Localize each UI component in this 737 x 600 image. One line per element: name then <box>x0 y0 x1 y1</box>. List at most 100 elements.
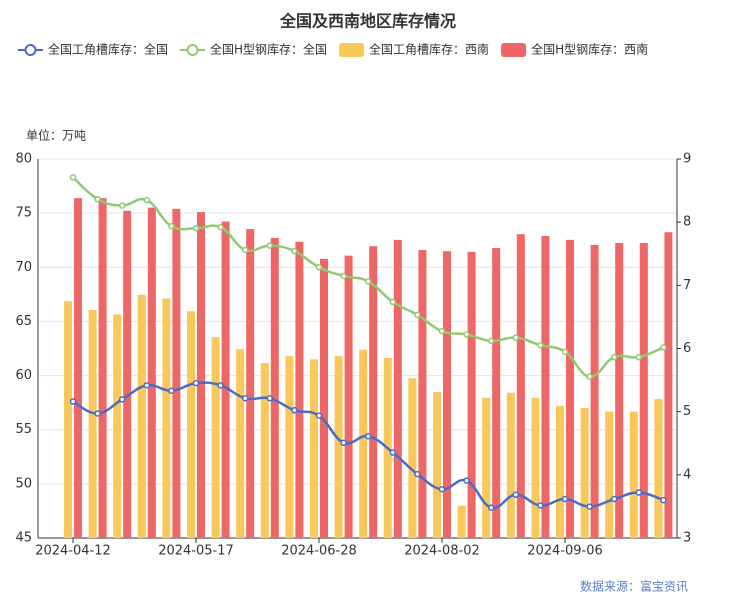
line <box>72 381 664 510</box>
bar <box>270 237 279 539</box>
point <box>192 379 200 387</box>
bar <box>88 309 97 538</box>
bar <box>590 244 599 538</box>
point <box>586 503 593 510</box>
point <box>561 348 569 355</box>
point <box>217 382 224 389</box>
point <box>118 396 126 403</box>
point <box>315 412 323 419</box>
line <box>72 176 664 378</box>
bar <box>639 243 648 539</box>
point <box>241 395 249 402</box>
bar <box>467 251 476 539</box>
bar <box>113 314 122 538</box>
bar <box>246 229 255 539</box>
point <box>364 432 372 440</box>
y-tick-label: 75 <box>15 206 32 221</box>
y-tick-label: 60 <box>15 368 32 383</box>
point <box>610 495 618 503</box>
source: 数据来源：富宝资讯 <box>580 579 688 594</box>
point <box>118 202 126 209</box>
point <box>340 272 347 280</box>
x-tick-label: 2024-08-02 <box>404 544 480 559</box>
bar <box>123 210 132 538</box>
bar <box>615 243 624 539</box>
y-tick-label: 80 <box>15 152 32 167</box>
bar <box>172 208 181 538</box>
bar <box>492 248 501 538</box>
y-tick-label: 55 <box>15 422 32 437</box>
bar <box>433 392 441 538</box>
y2-tick-label: 7 <box>683 278 691 293</box>
legend-marker <box>24 44 37 56</box>
point <box>241 246 249 254</box>
bar <box>664 232 673 539</box>
bar <box>98 198 107 538</box>
bar <box>556 405 564 538</box>
point <box>438 486 446 493</box>
point <box>561 495 569 503</box>
bar <box>310 359 318 538</box>
point <box>487 504 495 511</box>
point <box>291 247 298 255</box>
bar <box>147 207 156 538</box>
bar <box>482 397 491 538</box>
bar <box>197 212 205 538</box>
point <box>192 225 200 232</box>
point <box>217 223 224 231</box>
bar <box>221 221 230 538</box>
point <box>537 502 544 509</box>
bar <box>334 356 343 538</box>
y2-tick-label: 9 <box>683 152 691 167</box>
point <box>69 174 77 181</box>
point <box>610 353 618 361</box>
bar <box>531 397 540 538</box>
point <box>291 406 298 414</box>
legend-label: 全国H型钢库存：全国 <box>210 42 327 57</box>
bar <box>516 234 525 538</box>
y2-tick-label: 4 <box>683 467 691 482</box>
y-tick-label: 65 <box>15 314 32 329</box>
y-tick-label: 45 <box>15 531 32 546</box>
bar <box>295 241 304 538</box>
legend-swatch <box>501 43 527 57</box>
bar <box>443 251 451 538</box>
point <box>266 242 274 249</box>
bar <box>580 407 589 538</box>
chart-title: 全国及西南地区库存情况 <box>279 12 456 31</box>
y2-tick-label: 8 <box>683 215 691 230</box>
legend-swatch <box>339 43 365 57</box>
point <box>537 342 544 349</box>
point <box>660 496 667 504</box>
point <box>512 491 520 498</box>
bar <box>408 378 417 538</box>
point <box>463 477 470 484</box>
point <box>168 387 175 394</box>
bar <box>629 411 638 538</box>
x-tick-label: 2024-05-17 <box>158 544 234 559</box>
x-tick-label: 2024-04-12 <box>35 544 111 559</box>
point <box>266 395 274 402</box>
point <box>660 344 667 351</box>
point <box>94 410 101 417</box>
x-tick-label: 2024-09-06 <box>527 544 603 559</box>
y2-tick-label: 5 <box>683 404 691 419</box>
point <box>414 470 421 478</box>
bar <box>260 363 269 538</box>
bar <box>506 392 515 538</box>
bar <box>393 239 402 538</box>
bar <box>541 236 550 538</box>
bar <box>187 311 195 538</box>
point <box>168 222 175 230</box>
point <box>414 311 421 319</box>
point <box>463 331 470 338</box>
point <box>512 334 520 341</box>
bar <box>369 246 378 539</box>
y2-tick-label: 3 <box>683 531 691 546</box>
bar <box>654 399 663 538</box>
point <box>389 449 397 456</box>
bar <box>137 294 146 538</box>
point <box>69 398 77 405</box>
y-tick-label: 50 <box>15 476 32 491</box>
bar <box>566 239 574 538</box>
